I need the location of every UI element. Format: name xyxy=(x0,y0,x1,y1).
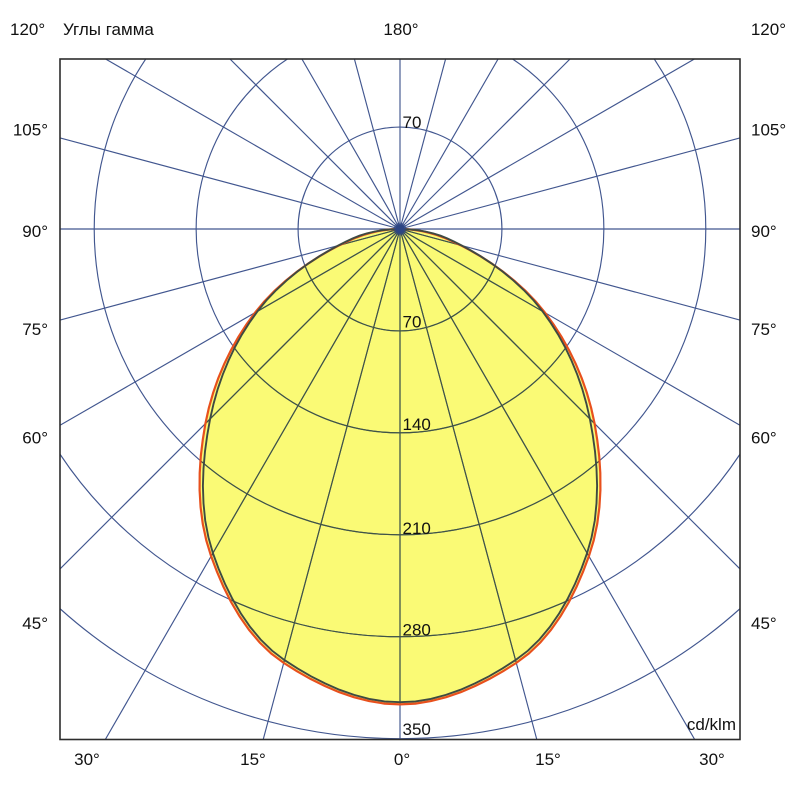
svg-text:70: 70 xyxy=(403,313,422,332)
svg-text:105°: 105° xyxy=(751,121,786,140)
svg-text:350: 350 xyxy=(403,720,431,739)
svg-text:70: 70 xyxy=(403,113,422,132)
svg-text:75°: 75° xyxy=(22,320,48,339)
svg-text:75°: 75° xyxy=(751,320,777,339)
svg-text:30°: 30° xyxy=(699,750,725,769)
svg-text:cd/klm: cd/klm xyxy=(687,715,736,734)
svg-text:180°: 180° xyxy=(383,20,418,39)
svg-text:45°: 45° xyxy=(22,614,48,633)
svg-text:210: 210 xyxy=(403,519,431,538)
svg-text:Углы гамма: Углы гамма xyxy=(63,20,154,39)
svg-text:60°: 60° xyxy=(22,429,48,448)
svg-text:280: 280 xyxy=(403,621,431,640)
svg-text:90°: 90° xyxy=(22,222,48,241)
svg-text:140: 140 xyxy=(403,415,431,434)
svg-text:60°: 60° xyxy=(751,429,777,448)
svg-text:15°: 15° xyxy=(240,750,266,769)
svg-text:30°: 30° xyxy=(74,750,100,769)
svg-text:120°: 120° xyxy=(751,20,786,39)
svg-text:0°: 0° xyxy=(394,750,410,769)
svg-text:105°: 105° xyxy=(13,121,48,140)
svg-text:90°: 90° xyxy=(751,222,777,241)
svg-text:15°: 15° xyxy=(535,750,561,769)
svg-text:120°: 120° xyxy=(10,20,45,39)
svg-text:45°: 45° xyxy=(751,614,777,633)
